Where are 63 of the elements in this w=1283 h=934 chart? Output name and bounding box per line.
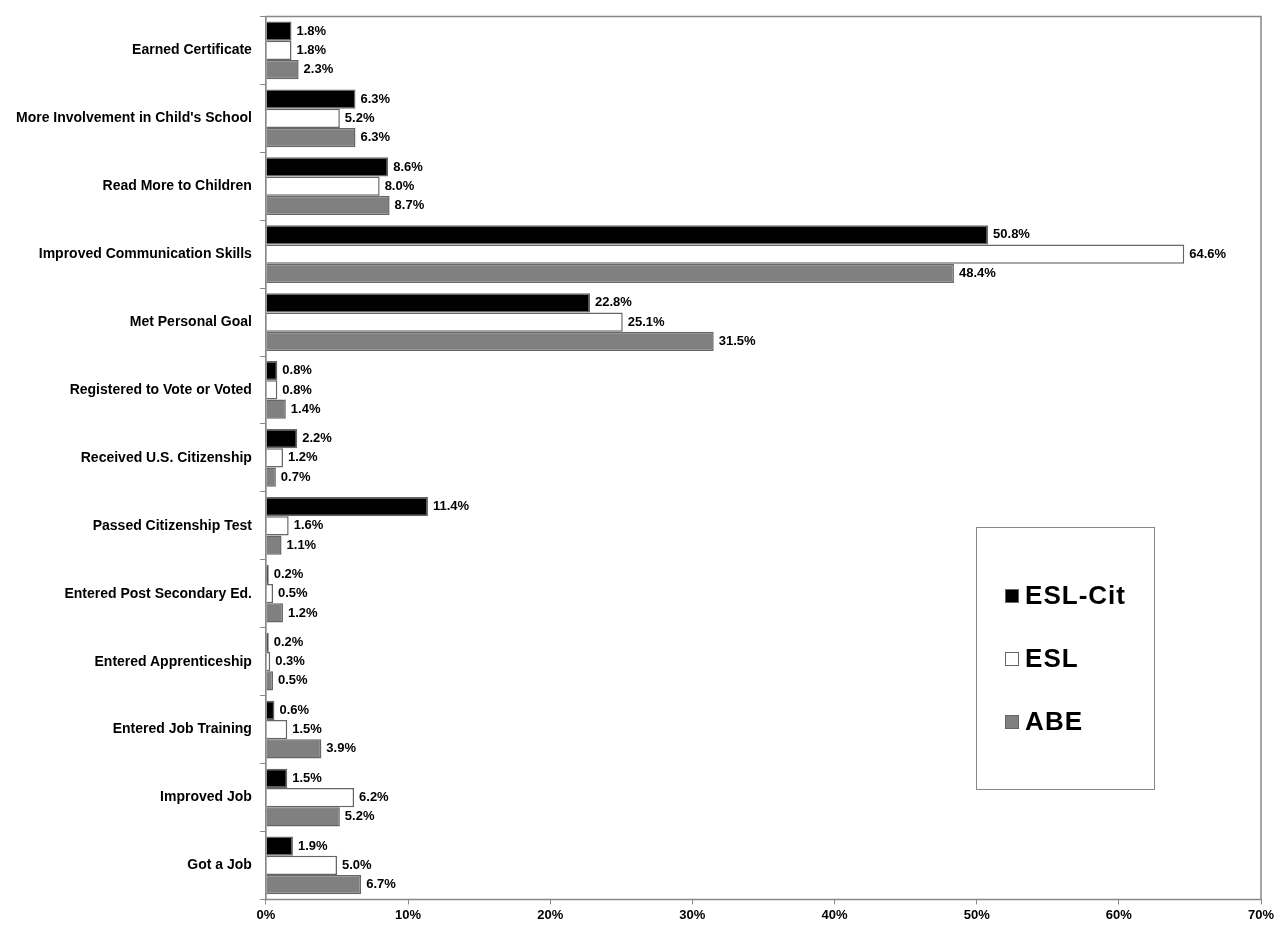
data-label: 11.4% xyxy=(432,498,470,514)
data-label: 1.8% xyxy=(296,22,327,38)
y-tick-label: Passed Citizenship Test xyxy=(92,516,253,533)
data-label: 1.6% xyxy=(293,517,324,533)
data-label: 1.5% xyxy=(292,721,323,737)
data-label: 22.8% xyxy=(595,294,633,310)
data-label: 0.6% xyxy=(279,701,310,717)
data-label: 0.2% xyxy=(273,634,304,649)
x-tick-label: 60% xyxy=(1105,906,1133,922)
data-label: 0.7% xyxy=(280,468,311,484)
data-label: 50.8% xyxy=(993,226,1031,242)
data-label: 0.3% xyxy=(275,653,306,669)
data-label: 0.8% xyxy=(282,381,313,397)
data-label: 1.9% xyxy=(297,837,328,853)
data-label: 6.7% xyxy=(366,876,397,892)
data-label: 1.8% xyxy=(296,41,327,57)
data-label: 0.8% xyxy=(282,362,313,378)
data-label: 2.2% xyxy=(302,430,333,446)
y-tick-label: Read More to Children xyxy=(102,177,252,194)
data-label: 2.3% xyxy=(303,61,334,77)
y-tick-label: Entered Apprenticeship xyxy=(94,652,252,669)
text: ESL xyxy=(1025,643,1079,674)
x-tick-label: 50% xyxy=(963,906,991,922)
data-label: 31.5% xyxy=(718,332,757,348)
data-label: 6.3% xyxy=(360,90,391,106)
data-label: 48.4% xyxy=(958,264,997,280)
data-label: 5.2% xyxy=(344,808,375,824)
data-label: 0.5% xyxy=(278,672,309,688)
data-label: 8.7% xyxy=(394,197,425,213)
data-label: 3.9% xyxy=(326,740,357,756)
data-label: 1.5% xyxy=(292,769,323,785)
x-tick-label: 10% xyxy=(395,906,422,922)
y-tick-label: Improved Job xyxy=(160,788,252,805)
data-label: 0.5% xyxy=(278,585,309,601)
data-label: 64.6% xyxy=(1189,245,1227,261)
data-label: 8.6% xyxy=(393,158,424,174)
x-tick-label: 0% xyxy=(256,906,276,922)
y-tick-label: Registered to Vote or Voted xyxy=(69,380,252,397)
y-tick-label: Entered Post Secondary Ed. xyxy=(64,584,252,601)
data-label: 6.3% xyxy=(360,129,391,145)
x-tick-label: 70% xyxy=(1247,906,1275,922)
y-tick-label: Met Personal Goal xyxy=(129,312,252,329)
y-tick-label: Entered Job Training xyxy=(112,720,252,737)
y-tick-label: Earned Certificate xyxy=(132,41,253,58)
data-label: 5.2% xyxy=(344,109,375,125)
legend-label: ABE xyxy=(1025,706,1084,737)
data-label: 0.2% xyxy=(273,566,304,582)
data-label: 1.1% xyxy=(286,536,317,552)
x-tick-label: 30% xyxy=(679,906,706,922)
data-label: 5.0% xyxy=(341,857,373,873)
x-tick-label: 20% xyxy=(537,906,564,922)
y-tick-label: More Involvement in Child's School xyxy=(15,109,252,126)
y-tick-label: Received U.S. Citizenship xyxy=(80,448,252,465)
data-label: 6.2% xyxy=(359,789,390,805)
y-tick-label: Improved Communication Skills xyxy=(38,244,253,261)
data-label: 1.4% xyxy=(290,400,321,416)
data-label: 1.2% xyxy=(287,604,319,620)
data-label: 1.2% xyxy=(287,449,319,465)
legend-label: ESL-Cit xyxy=(1025,580,1126,611)
data-label: 8.0% xyxy=(384,177,415,193)
y-tick-label: Got a Job xyxy=(187,856,252,873)
data-label: 25.1% xyxy=(627,313,666,329)
x-tick-label: 40% xyxy=(821,906,848,922)
